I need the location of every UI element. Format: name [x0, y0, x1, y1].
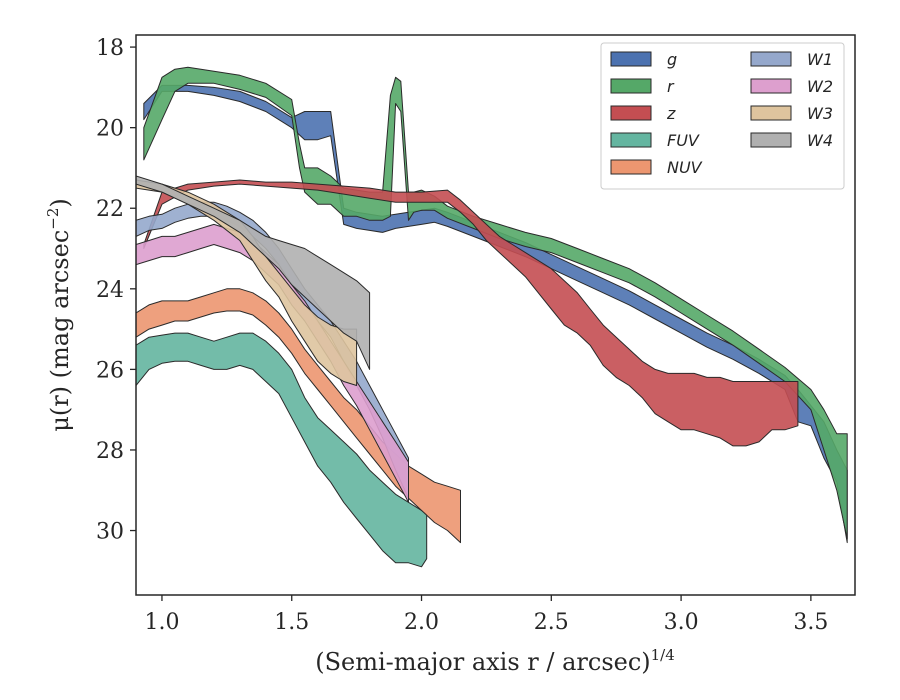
legend-label-z: z [666, 104, 676, 123]
x-tick-label: 1.0 [144, 610, 179, 635]
legend-swatch-w4 [750, 132, 792, 148]
legend: grz FUV NUV W1 W2 W3 W4 [600, 42, 845, 190]
legend-label-fuv: FUV [667, 131, 700, 150]
legend-label-w1: W1 [807, 50, 833, 69]
y-axis-label-exponent: −2 [44, 208, 62, 230]
y-tick-label: 20 [96, 117, 124, 142]
y-tick-label: 30 [96, 520, 124, 545]
legend-swatch-fuv [610, 132, 652, 148]
x-tick-label: 2.5 [534, 610, 569, 635]
y-tick-label: 22 [96, 197, 124, 222]
x-axis-label-exponent: 1/4 [651, 646, 675, 664]
y-tick-label: 18 [96, 36, 124, 61]
x-axis-label: (Semi-major axis r / arcsec)1/4 [315, 646, 675, 676]
legend-swatch-r [610, 78, 652, 94]
legend-label-nuv: NUV [667, 158, 703, 177]
legend-swatch-z [610, 105, 652, 121]
plot-frame [135, 34, 856, 596]
y-tick-label: 26 [96, 358, 124, 383]
x-tick-label: 3.0 [664, 610, 699, 635]
legend-swatch-w1 [750, 51, 792, 67]
band-w4 [136, 175, 371, 370]
y-axis-label-close: ) [46, 198, 74, 207]
legend-swatch-nuv [610, 159, 652, 175]
y-axis-ticks: 18 20 22 24 26 28 30 [96, 36, 136, 545]
legend-label-w3: W3 [807, 104, 833, 123]
legend-swatch-w3 [750, 105, 792, 121]
legend-label-r: r [667, 77, 675, 96]
x-tick-label: 1.5 [274, 610, 309, 635]
legend-swatch-w2 [750, 78, 792, 94]
band-z [143, 179, 799, 447]
y-tick-label: 24 [96, 278, 124, 303]
band-layer [136, 66, 848, 568]
y-tick-label: 28 [96, 439, 124, 464]
x-tick-label: 2.0 [404, 610, 439, 635]
band-nuv [136, 288, 461, 544]
x-tick-label: 3.5 [793, 610, 828, 635]
band-fuv [136, 332, 428, 568]
x-axis-ticks: 1.0 1.5 2.0 2.5 3.0 3.5 [144, 595, 828, 635]
legend-label-g: g [667, 50, 677, 69]
y-axis-label: μ(r) (mag arcsec−2) [44, 198, 74, 432]
legend-label-w4: W4 [807, 131, 833, 150]
legend-swatch-g [610, 51, 652, 67]
legend-label-w2: W2 [807, 77, 833, 96]
